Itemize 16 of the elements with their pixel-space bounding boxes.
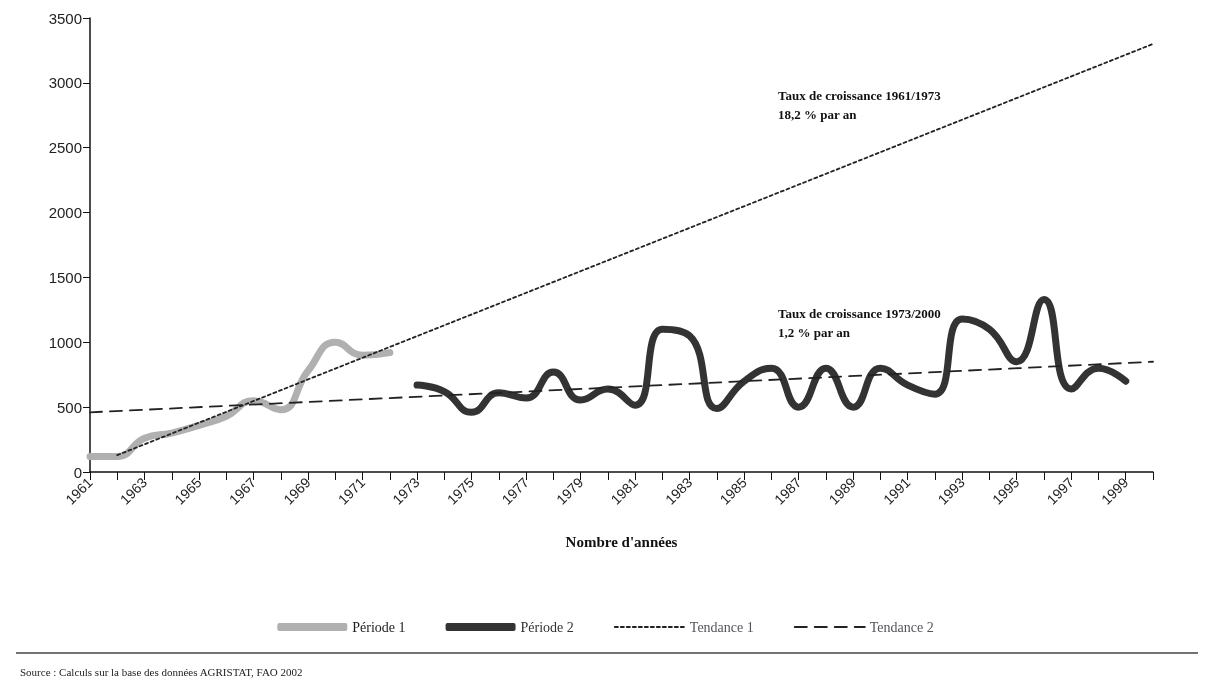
legend-label: Tendance 2 xyxy=(869,619,934,635)
y-tick-label: 500 xyxy=(56,398,82,416)
annotation: Taux de croissance 1973/2000 1,2 % par an xyxy=(778,306,941,340)
legend-label: Période 1 xyxy=(352,619,406,635)
text: Période 2 xyxy=(520,619,574,635)
y-tick-label: 2000 xyxy=(48,204,82,222)
y-tick-label: 3500 xyxy=(48,9,82,27)
legend-label: Tendance 1 xyxy=(689,619,754,635)
x-axis-title: Nombre d'années xyxy=(565,533,678,550)
y-tick-label: 0 xyxy=(73,463,82,481)
source-note: Source : Calculs sur la base des données AGRISTAT, FAO 2002 xyxy=(20,665,303,678)
y-tick-label: 1000 xyxy=(48,333,82,351)
annotation: Taux de croissance 1961/1973 18,2 % par an xyxy=(778,88,942,122)
y-tick-label: 3000 xyxy=(48,74,82,92)
y-tick-label: 1500 xyxy=(48,268,82,286)
y-tick-label: 2500 xyxy=(48,139,82,157)
